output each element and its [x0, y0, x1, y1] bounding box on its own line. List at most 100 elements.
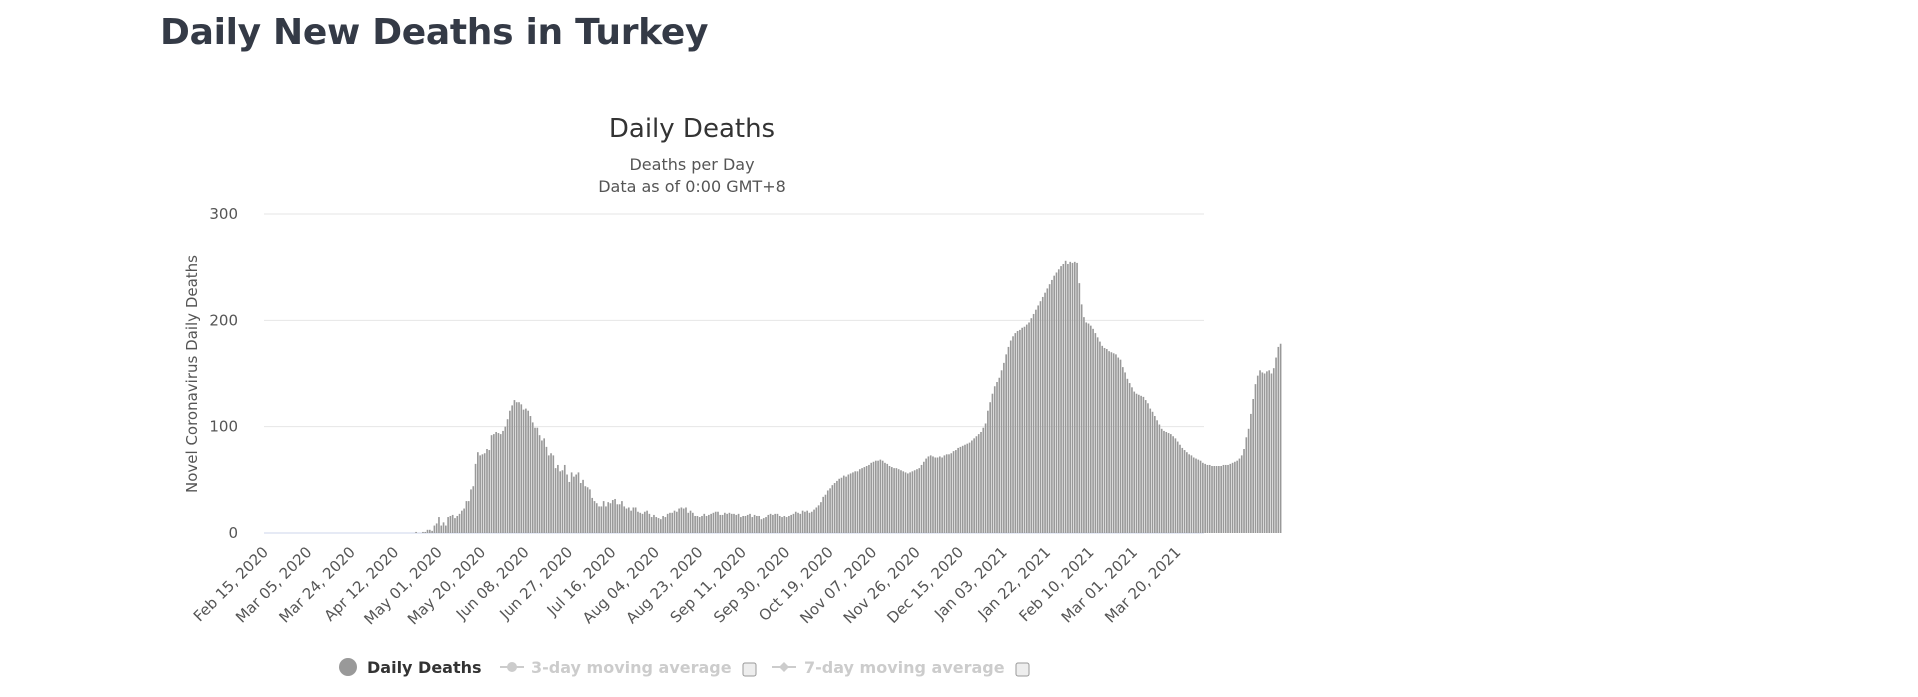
- bar: [591, 497, 594, 533]
- bar: [1234, 461, 1236, 533]
- legend-item-3-day-moving-average[interactable]: 3-day moving average: [500, 658, 732, 677]
- bar: [776, 513, 779, 533]
- bar: [810, 511, 813, 533]
- checkbox-3-day-moving-average[interactable]: [742, 662, 757, 677]
- bar: [1252, 399, 1254, 533]
- bar: [685, 507, 687, 533]
- bar: [676, 511, 678, 533]
- bar: [495, 431, 497, 533]
- bar: [842, 475, 845, 533]
- bar: [671, 512, 674, 533]
- legend-item-daily-deaths[interactable]: Daily Deaths: [339, 658, 482, 677]
- bar: [689, 510, 692, 533]
- bar: [1181, 447, 1184, 533]
- bar: [1035, 309, 1037, 533]
- bar: [1236, 460, 1238, 533]
- bar: [502, 430, 504, 533]
- bar: [1110, 352, 1113, 533]
- x-tick-label: Mar 20, 2021: [1101, 543, 1184, 626]
- bar: [721, 514, 724, 533]
- bar: [728, 512, 731, 533]
- bar: [447, 517, 449, 533]
- bar: [849, 473, 852, 533]
- bar: [506, 419, 509, 533]
- bar: [504, 426, 507, 533]
- bar: [840, 477, 843, 533]
- bar: [1218, 466, 1220, 533]
- bar: [968, 442, 971, 533]
- checkbox-7-day-moving-average[interactable]: [1015, 662, 1030, 677]
- bar: [698, 517, 701, 533]
- bar: [1014, 333, 1017, 533]
- bar: [474, 463, 477, 533]
- bar: [1053, 275, 1056, 533]
- bar: [630, 510, 632, 533]
- bar: [433, 525, 436, 533]
- y-axis-label: Novel Coronavirus Daily Deaths: [183, 255, 201, 493]
- bar: [664, 517, 667, 533]
- bar: [703, 513, 706, 533]
- bar: [939, 456, 941, 533]
- bar: [1133, 391, 1136, 533]
- bar: [1128, 383, 1131, 533]
- bar: [449, 515, 452, 533]
- bar: [1019, 329, 1021, 533]
- bar: [966, 443, 969, 533]
- bar: [1240, 455, 1243, 533]
- bar: [1254, 384, 1257, 533]
- x-tick-label: Mar 01, 2021: [1058, 543, 1141, 626]
- bar: [525, 408, 527, 533]
- bar: [886, 463, 889, 533]
- page-title: Daily New Deaths in Turkey: [160, 12, 709, 53]
- bar: [1213, 466, 1216, 533]
- bar: [614, 498, 616, 533]
- y-axis-ticks: 0 100 200 300: [209, 205, 238, 542]
- legend-marker-daily-deaths: [339, 658, 357, 676]
- bar: [1025, 324, 1028, 533]
- bar: [529, 416, 532, 533]
- bar: [1192, 457, 1195, 533]
- bar: [472, 486, 475, 533]
- bar: [957, 447, 959, 533]
- bar: [470, 489, 472, 533]
- bar: [477, 452, 479, 533]
- bar: [605, 506, 607, 533]
- bar: [973, 438, 975, 533]
- bar: [424, 531, 427, 533]
- bar: [753, 514, 756, 533]
- y-tick-label: 100: [209, 418, 238, 436]
- bar: [646, 510, 648, 533]
- legend-label-3-day-moving-average: 3-day moving average: [531, 658, 732, 677]
- bar: [570, 472, 573, 533]
- bar: [714, 511, 717, 533]
- bar: [534, 427, 536, 533]
- bar: [767, 514, 770, 533]
- bar: [655, 517, 658, 533]
- bar: [824, 494, 827, 533]
- bar: [1224, 464, 1227, 533]
- bar: [536, 427, 539, 533]
- bar: [520, 404, 523, 533]
- bar: [680, 507, 683, 533]
- bar: [1197, 459, 1200, 533]
- bar: [1151, 411, 1154, 533]
- bar: [984, 423, 987, 533]
- bar: [735, 514, 738, 533]
- bar: [657, 518, 660, 533]
- bar: [1076, 262, 1078, 533]
- bar: [870, 462, 873, 533]
- bar: [897, 469, 900, 533]
- bar: [566, 474, 568, 533]
- bar: [422, 531, 424, 533]
- bar: [1071, 262, 1074, 533]
- bar: [1206, 464, 1209, 533]
- bar: [692, 512, 694, 533]
- bar: [1186, 452, 1188, 533]
- bar: [945, 454, 948, 533]
- bar: [701, 515, 703, 533]
- bars: [415, 260, 1282, 533]
- bar: [577, 472, 580, 533]
- bar: [1101, 345, 1104, 533]
- bar: [955, 450, 957, 533]
- legend-item-7-day-moving-average[interactable]: 7-day moving average: [772, 658, 1005, 677]
